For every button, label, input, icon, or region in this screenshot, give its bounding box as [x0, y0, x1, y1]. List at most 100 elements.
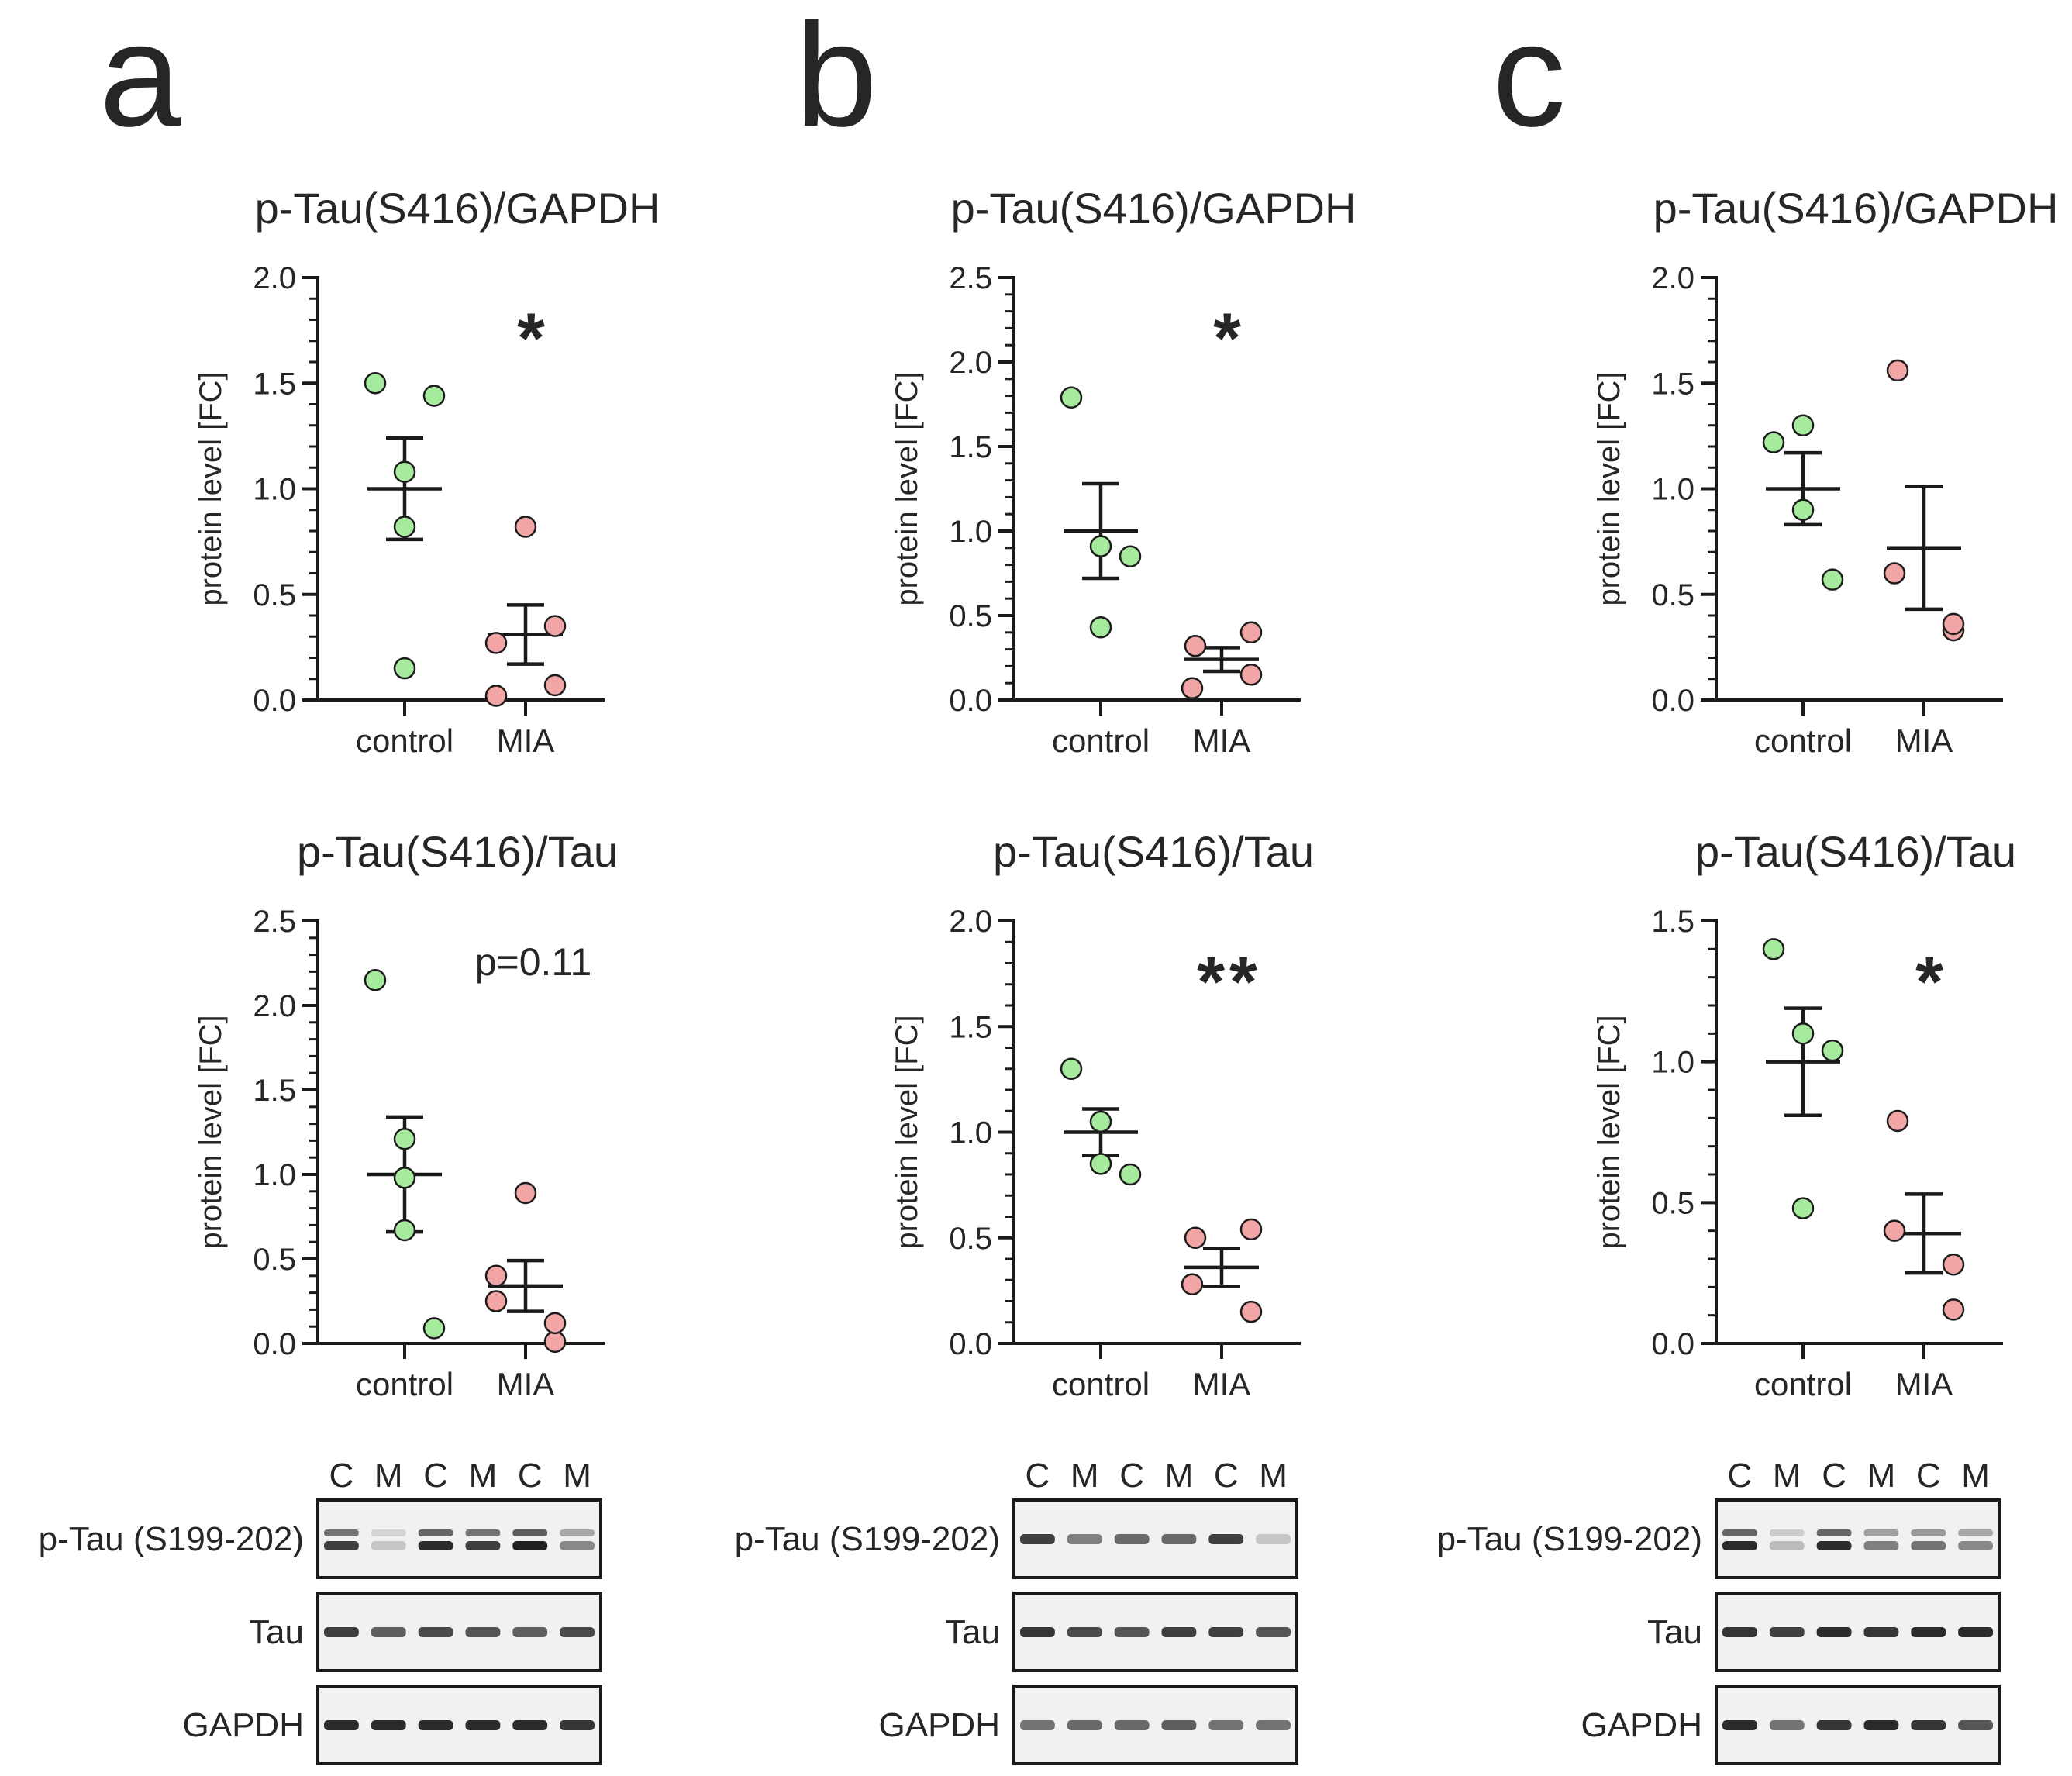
- blot-band-upper: [1958, 1529, 1993, 1536]
- blot-band: [1958, 1541, 1993, 1550]
- x-tick-label: MIA: [1895, 722, 1953, 759]
- blot-row-label: GAPDH: [1581, 1706, 1702, 1744]
- mia-data-point: [484, 1264, 508, 1288]
- mia-data-point: [1942, 1298, 1965, 1321]
- blot-band: [1911, 1627, 1946, 1637]
- blot-band: [1256, 1720, 1291, 1730]
- blot-band-upper: [1816, 1529, 1852, 1536]
- blot-band: [1020, 1534, 1055, 1544]
- y-axis-label: protein level [FC]: [890, 371, 924, 605]
- blot-frame: [1715, 1685, 2001, 1765]
- lane-label: C: [1026, 1457, 1050, 1495]
- x-tick-label: MIA: [1193, 1366, 1251, 1402]
- blot-band-upper: [418, 1529, 453, 1536]
- y-tick-label: 2.0: [253, 989, 296, 1023]
- control-data-point: [1089, 535, 1112, 557]
- blot-band: [1114, 1534, 1150, 1544]
- y-tick-label: 0.5: [253, 1243, 296, 1277]
- mia-data-point: [1942, 612, 1965, 636]
- y-axis-label: protein level [FC]: [1592, 371, 1626, 605]
- control-data-point: [393, 1219, 416, 1242]
- blot-band-upper: [324, 1529, 359, 1536]
- x-tick-label: control: [356, 1366, 453, 1402]
- blot-band: [418, 1541, 453, 1550]
- y-tick-label: 1.5: [1651, 905, 1694, 939]
- blot-band: [371, 1541, 406, 1550]
- blot-band: [1863, 1627, 1899, 1637]
- blot-band: [1208, 1534, 1244, 1544]
- blot-row-label: Tau: [1647, 1613, 1702, 1651]
- blot-band: [324, 1627, 359, 1637]
- x-tick-label: control: [1754, 722, 1852, 759]
- blot-band: [1161, 1720, 1197, 1730]
- lane-label: C: [1916, 1457, 1941, 1495]
- lane-label: C: [518, 1457, 543, 1495]
- mia-data-point: [484, 685, 508, 707]
- control-data-point: [1791, 498, 1815, 521]
- mia-data-point: [484, 632, 508, 654]
- chart-b-2: p-Tau(S416)/Tau protein level [FC] 0.0 0.5 1…: [890, 827, 1314, 1402]
- blot-band-upper: [512, 1529, 548, 1536]
- significance-annotation: *: [1213, 299, 1246, 378]
- panel-letter-b: b: [795, 0, 877, 157]
- blot-band: [512, 1627, 548, 1637]
- lane-label: C: [1728, 1457, 1753, 1495]
- y-tick-label: 0.5: [1651, 578, 1694, 612]
- y-tick-label: 0.5: [253, 578, 296, 612]
- blot-band-upper: [465, 1529, 501, 1536]
- lane-label: M: [1070, 1457, 1099, 1495]
- chart-title: p-Tau(S416)/GAPDH: [1653, 184, 2059, 233]
- y-tick-label: 0.0: [949, 1327, 992, 1361]
- control-data-point: [1791, 414, 1815, 436]
- y-tick-label: 0.0: [253, 684, 296, 718]
- chart-title: p-Tau(S416)/Tau: [993, 827, 1314, 876]
- blot-band: [1816, 1627, 1852, 1637]
- blot-row-label: p-Tau (S199-202): [39, 1520, 304, 1558]
- significance-annotation: *: [517, 299, 550, 378]
- lane-label: M: [1867, 1457, 1896, 1495]
- mia-data-point: [1886, 359, 1909, 382]
- blot-band: [1114, 1720, 1150, 1730]
- blot-frame: [1715, 1592, 2001, 1672]
- blot-band-upper: [1863, 1529, 1899, 1536]
- y-tick-label: 1.5: [949, 430, 992, 464]
- control-data-point: [1821, 568, 1844, 591]
- blot-row-label: Tau: [249, 1613, 304, 1651]
- mia-data-point: [1942, 1254, 1965, 1276]
- lane-label: C: [1119, 1457, 1144, 1495]
- blot-band: [465, 1627, 501, 1637]
- lane-label: C: [423, 1457, 448, 1495]
- control-data-point: [1060, 1057, 1083, 1080]
- control-data-point: [1821, 1039, 1844, 1062]
- x-tick-label: control: [1052, 1366, 1150, 1402]
- blot-band: [1161, 1534, 1197, 1544]
- lane-label: M: [1961, 1457, 1990, 1495]
- control-data-point: [393, 657, 416, 680]
- control-data-point: [1089, 1153, 1112, 1175]
- mia-data-point: [1239, 621, 1263, 644]
- lane-label: C: [329, 1457, 354, 1495]
- blot-band: [465, 1541, 501, 1550]
- lane-label: M: [563, 1457, 591, 1495]
- blot-band-upper: [560, 1529, 595, 1536]
- chart-b-1: p-Tau(S416)/GAPDH protein level [FC] 0.0 0.…: [890, 184, 1356, 759]
- blot-row-label: GAPDH: [879, 1706, 1000, 1744]
- control-data-point: [364, 372, 387, 395]
- y-tick-label: 0.5: [1651, 1186, 1694, 1220]
- y-tick-label: 1.5: [253, 1074, 296, 1108]
- control-data-point: [364, 969, 387, 991]
- control-data-point: [393, 1167, 416, 1189]
- blot-band: [1208, 1627, 1244, 1637]
- blot-band-upper: [1911, 1529, 1946, 1536]
- y-tick-label: 1.0: [949, 1116, 992, 1150]
- blot-band: [1067, 1720, 1102, 1730]
- x-tick-label: MIA: [497, 722, 555, 759]
- blot-band: [560, 1627, 595, 1637]
- blot-band: [1161, 1627, 1197, 1637]
- blot-band: [1256, 1534, 1291, 1544]
- blot-band-upper: [1722, 1529, 1757, 1536]
- y-axis-label: protein level [FC]: [1592, 1015, 1626, 1249]
- y-tick-label: 2.0: [1651, 261, 1694, 295]
